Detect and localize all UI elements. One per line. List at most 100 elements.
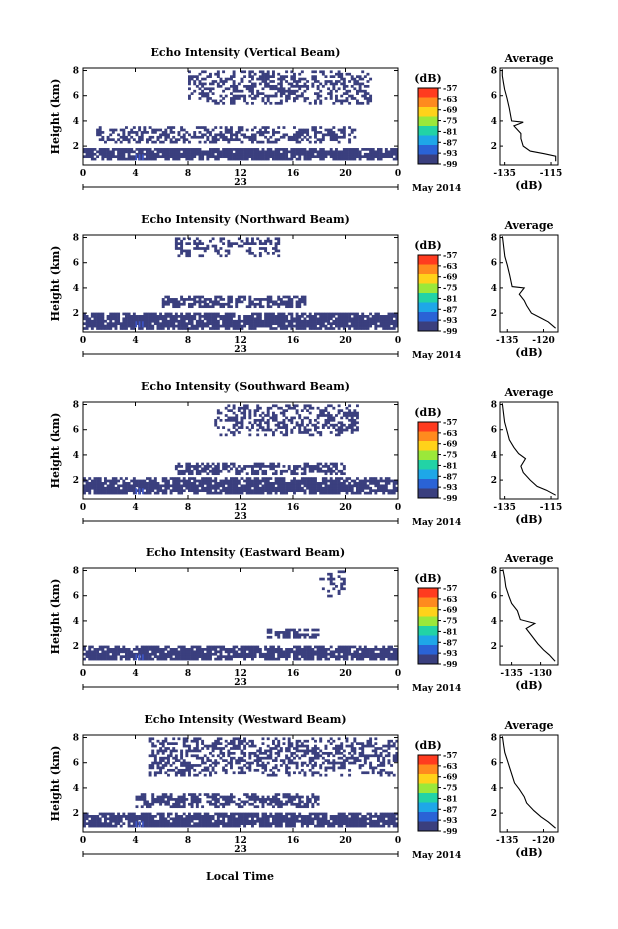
echo-cell [371, 482, 375, 485]
echo-cell [303, 406, 307, 410]
echo-cell [219, 491, 223, 495]
echo-cell [127, 131, 131, 134]
echo-cell [140, 795, 144, 799]
echo-cell [172, 802, 176, 806]
echo-cell [232, 75, 236, 78]
colorbar-segment [418, 135, 438, 146]
echo-cell [358, 657, 362, 661]
strong-echo-spot [142, 154, 144, 161]
echo-cell [114, 815, 118, 818]
echo-cell [308, 484, 312, 488]
echo-cell [169, 317, 173, 321]
echo-cell [209, 645, 212, 649]
echo-cell [293, 633, 296, 637]
echo-cell [316, 489, 320, 493]
echo-cell [293, 72, 296, 76]
echo-cell [190, 655, 194, 659]
echo-cell [348, 650, 352, 654]
echo-cell [353, 322, 357, 326]
echo-cell [156, 798, 160, 801]
echo-cell [211, 135, 215, 139]
echo-cell [248, 645, 252, 649]
echo-cell [232, 87, 236, 91]
echo-cell [308, 489, 312, 493]
echo-cell [272, 300, 275, 304]
echo-cell [384, 486, 388, 490]
echo-cell [319, 652, 323, 656]
echo-cell [119, 484, 123, 488]
echo-cell [387, 657, 391, 661]
echo-cell [293, 133, 296, 137]
echo-cell [151, 817, 155, 821]
colorbar-segment [418, 321, 438, 332]
echo-cell [172, 131, 176, 134]
echo-cell [387, 155, 391, 159]
echo-cell [319, 312, 323, 316]
echo-cell [198, 312, 202, 316]
echo-cell [222, 467, 226, 471]
echo-cell [83, 312, 86, 316]
echo-cell [159, 484, 163, 488]
echo-cell [350, 157, 354, 161]
echo-cell [248, 298, 252, 301]
echo-cell [342, 157, 346, 161]
echo-cell [159, 747, 163, 750]
echo-cell [277, 152, 281, 156]
echo-cell [211, 128, 215, 132]
echo-cell [245, 322, 249, 326]
echo-cell [300, 84, 304, 88]
echo-cell [277, 89, 281, 93]
echo-cell [350, 655, 354, 659]
echo-cell [261, 322, 265, 326]
echo-cell [384, 479, 388, 483]
echo-cell [148, 652, 152, 656]
echo-cell [282, 312, 286, 316]
echo-cell [245, 319, 249, 323]
echo-cell [206, 817, 210, 821]
echo-cell [264, 317, 268, 321]
echo-cell [195, 148, 199, 151]
echo-cell [146, 657, 149, 661]
echo-cell [216, 822, 220, 826]
echo-cell [164, 150, 168, 154]
echo-cell [243, 135, 247, 139]
echo-cell [251, 317, 254, 321]
echo-cell [295, 133, 299, 137]
echo-cell [167, 754, 170, 758]
echo-cell [216, 815, 220, 818]
echo-cell [329, 431, 333, 434]
average-y-tick-label: 8 [491, 234, 497, 244]
average-x-tick-label: -115 [540, 503, 563, 513]
echo-cell [350, 652, 354, 656]
echo-cell [214, 484, 218, 488]
echo-cell [374, 645, 378, 649]
echo-cell [303, 465, 307, 468]
echo-cell [177, 157, 181, 161]
echo-cell [337, 489, 341, 493]
echo-cell [232, 99, 236, 103]
echo-cell [83, 148, 86, 151]
echo-cell [195, 815, 199, 818]
echo-cell [180, 242, 184, 245]
echo-cell [251, 302, 254, 306]
echo-cell [371, 319, 375, 323]
x-tick-label: 12 [234, 169, 247, 179]
chart-title: Echo Intensity (Vertical Beam) [150, 46, 340, 59]
echo-cell [201, 70, 205, 74]
echo-cell [303, 317, 307, 321]
echo-cell [353, 418, 357, 422]
echo-cell [363, 75, 367, 78]
echo-cell [109, 138, 113, 142]
echo-cell [277, 652, 281, 656]
echo-cell [174, 773, 178, 777]
echo-cell [214, 467, 218, 471]
echo-cell [321, 577, 325, 581]
echo-cell [201, 133, 205, 137]
echo-cell [251, 426, 254, 429]
echo-cell [243, 84, 247, 88]
echo-cell [253, 409, 257, 412]
echo-cell [295, 302, 299, 306]
echo-cell [190, 317, 194, 321]
echo-cell [219, 84, 223, 88]
echo-cell [374, 312, 378, 316]
